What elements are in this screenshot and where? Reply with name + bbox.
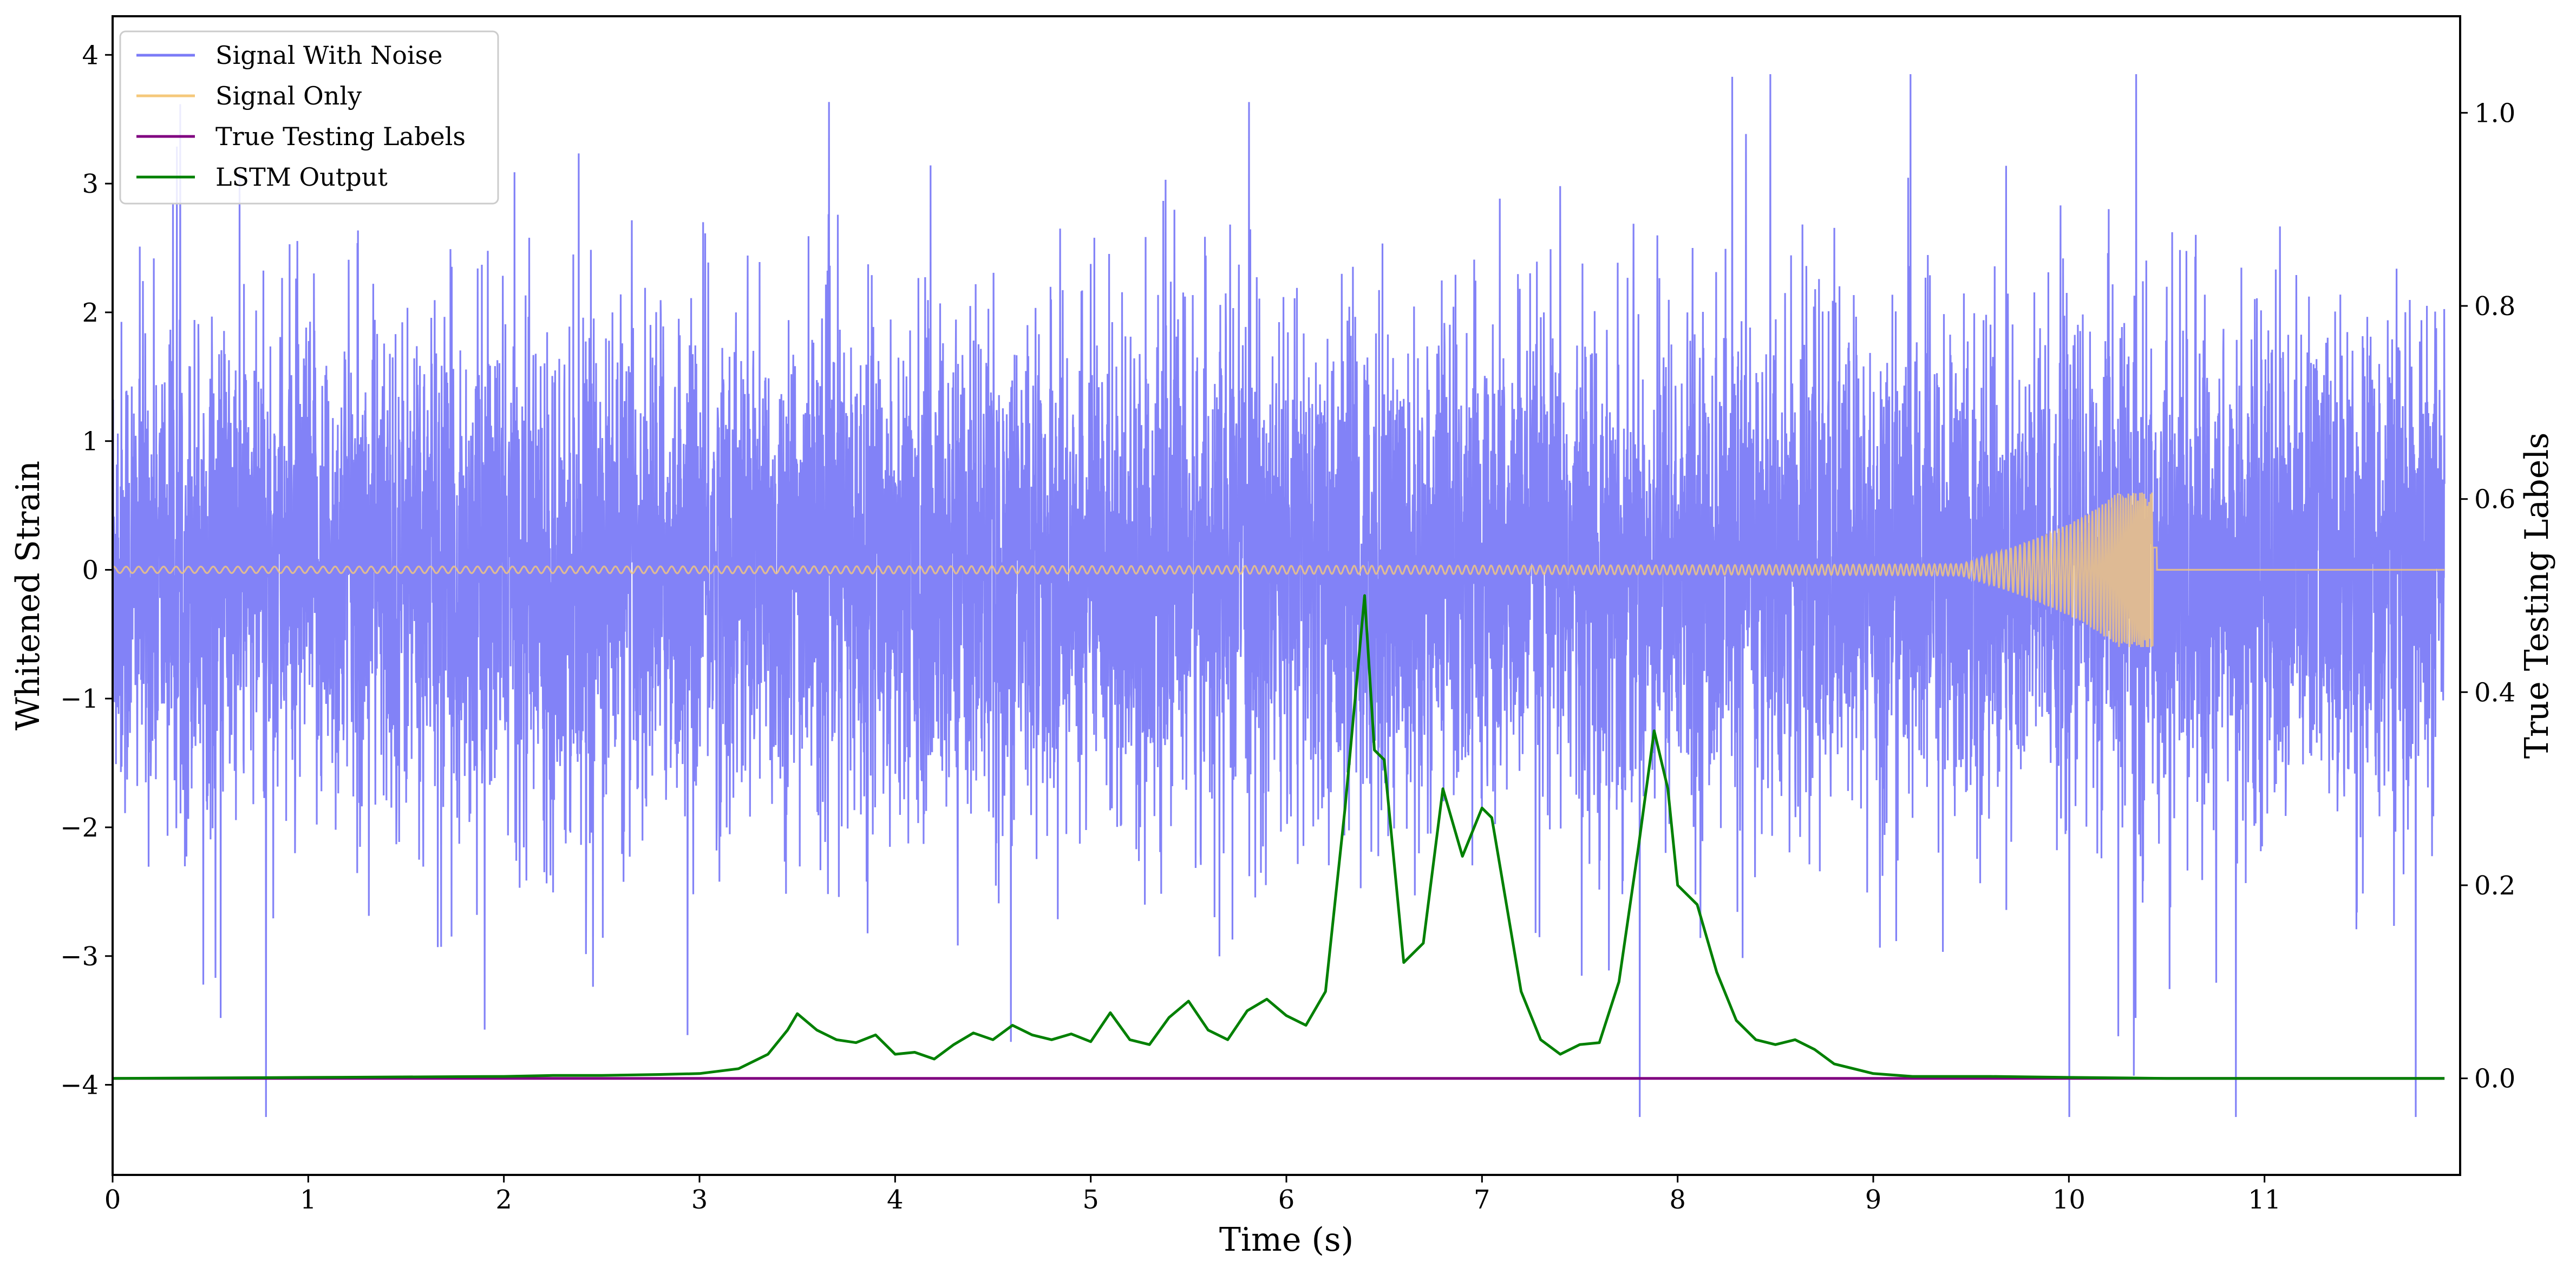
- y-left-tick-label: −3: [60, 942, 99, 972]
- x-tick-label: 5: [1082, 1185, 1099, 1215]
- x-tick-label: 4: [887, 1185, 904, 1215]
- x-tick-label: 6: [1278, 1185, 1295, 1215]
- x-tick-label: 8: [1669, 1185, 1686, 1215]
- lstm-output-series: [113, 594, 2445, 1080]
- signal-with-noise-series: [113, 74, 2446, 1118]
- y-right-tick-label: 1.0: [2474, 98, 2515, 128]
- y-left-tick-label: 1: [82, 427, 99, 457]
- y-axis-left: 4 3 2 1 0 −1 −2 −3 −4: [60, 40, 113, 1101]
- x-tick-label: 7: [1474, 1185, 1490, 1215]
- x-tick-label: 9: [1865, 1185, 1882, 1215]
- y-left-tick-label: 3: [82, 169, 99, 199]
- x-tick-label: 10: [2052, 1185, 2085, 1215]
- signal-only-series: [113, 492, 2445, 648]
- lstm-output-line: [113, 594, 2445, 1080]
- legend: Signal With Noise Signal Only True Testi…: [119, 30, 499, 205]
- y-right-tick-label: 0.4: [2474, 677, 2515, 708]
- y-axis-right-title: True Testing Labels: [2518, 433, 2556, 759]
- signal-with-noise-line: [113, 74, 2446, 1118]
- x-tick-label: 0: [104, 1185, 121, 1215]
- legend-label-lstm-output: LSTM Output: [215, 162, 388, 192]
- y-axis-right: 1.0 0.8 0.6 0.4 0.2 0.0: [2460, 98, 2515, 1094]
- y-left-tick-label: 0: [82, 555, 99, 585]
- x-tick-label: 2: [495, 1185, 512, 1215]
- legend-label-signal-with-noise: Signal With Noise: [215, 41, 442, 70]
- legend-label-signal-only: Signal Only: [215, 81, 362, 110]
- y-left-tick-label: −4: [60, 1070, 99, 1101]
- x-axis-title: Time (s): [1219, 1221, 1354, 1259]
- y-left-tick-label: 2: [82, 298, 99, 328]
- legend-box: [119, 30, 499, 205]
- x-axis: 0 1 2 3 4 5 6 7 8 9 10 11: [104, 1175, 2281, 1215]
- y-right-tick-label: 0.0: [2474, 1064, 2515, 1094]
- signal-only-line: [113, 492, 2445, 648]
- y-left-tick-label: −1: [60, 684, 99, 714]
- y-left-tick-label: 4: [82, 40, 99, 70]
- y-right-tick-label: 0.2: [2474, 871, 2515, 901]
- y-left-tick-label: −2: [60, 813, 99, 843]
- x-tick-label: 1: [300, 1185, 317, 1215]
- x-tick-label: 11: [2248, 1185, 2281, 1215]
- legend-label-true-testing-labels: True Testing Labels: [215, 122, 466, 151]
- y-right-tick-label: 0.6: [2474, 485, 2515, 515]
- x-tick-label: 3: [691, 1185, 708, 1215]
- y-right-tick-label: 0.8: [2474, 291, 2515, 322]
- y-axis-left-title: Whitened Strain: [9, 461, 47, 730]
